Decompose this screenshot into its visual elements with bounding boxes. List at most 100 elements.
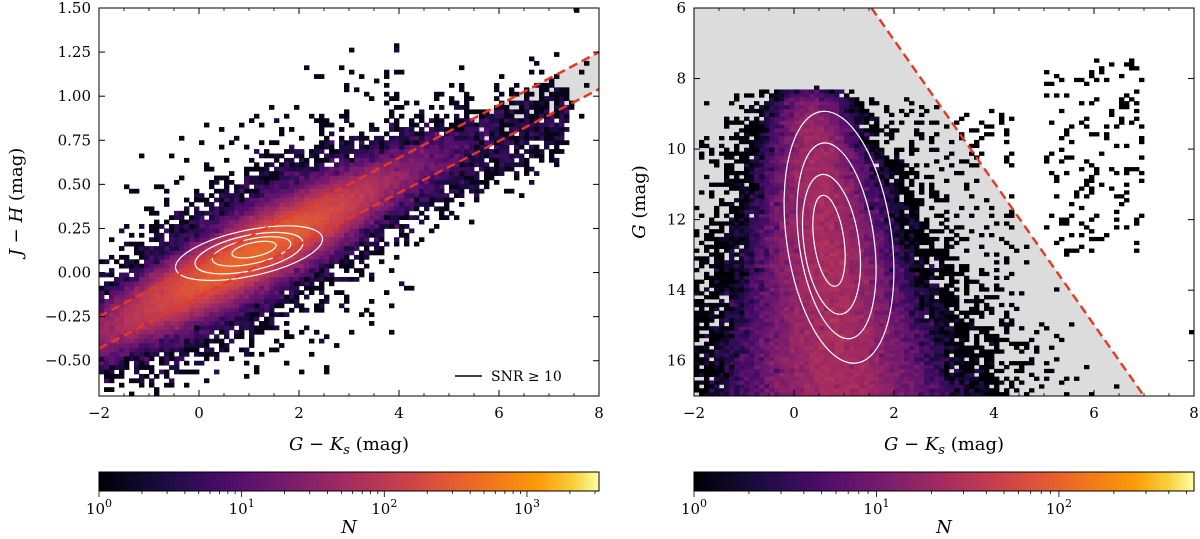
density-cell [779, 240, 785, 246]
density-cell [289, 197, 295, 203]
density-cell [154, 373, 160, 379]
y-tick-label: 1.50 [58, 0, 91, 17]
density-cell [759, 236, 765, 242]
density-cell [774, 252, 780, 257]
density-cell [814, 364, 820, 370]
density-cell [829, 93, 835, 98]
density-cell [354, 171, 360, 176]
density-cell [759, 256, 765, 261]
density-cell [804, 337, 810, 343]
density-cell [769, 260, 775, 265]
density-cell [824, 112, 830, 118]
density-cell [824, 190, 830, 195]
density-cell [369, 276, 375, 282]
density-cell [749, 236, 755, 242]
density-cell [964, 380, 970, 385]
density-cell [259, 175, 265, 181]
density-cell [269, 246, 275, 251]
density-cell [924, 368, 930, 374]
density-cell [494, 162, 500, 168]
density-cell [934, 314, 940, 319]
density-cell [189, 307, 195, 313]
density-cell [249, 338, 255, 344]
density-cell [169, 378, 175, 384]
density-cell [189, 272, 195, 278]
density-cell [294, 254, 300, 260]
density-cell [104, 365, 110, 370]
density-cell [819, 330, 825, 335]
density-cell [954, 225, 960, 230]
density-cell [294, 228, 300, 234]
density-cell [119, 254, 125, 260]
density-cell [234, 206, 240, 212]
density-cell [409, 162, 415, 168]
density-cell [849, 174, 855, 180]
density-cell [329, 149, 335, 154]
density-cell [799, 330, 805, 335]
density-cell [269, 312, 275, 318]
density-cell [499, 113, 505, 119]
density-cell [839, 267, 845, 273]
density-cell [754, 256, 760, 261]
density-cell [829, 353, 835, 358]
density-cell [864, 252, 870, 257]
density-cell [709, 388, 715, 393]
density-cell [174, 312, 180, 318]
density-cell [809, 267, 815, 273]
density-cell [859, 283, 865, 288]
density-cell [259, 276, 265, 282]
density-cell [374, 144, 380, 150]
density-cell [199, 360, 205, 366]
density-cell [434, 175, 440, 181]
density-cell [179, 294, 185, 300]
density-cell [734, 299, 740, 304]
density-cell [859, 291, 865, 296]
density-cell [124, 347, 130, 353]
density-cell [494, 109, 500, 115]
density-cell [114, 281, 120, 287]
density-cell [709, 264, 715, 269]
density-cell [164, 343, 170, 348]
density-cell [779, 136, 785, 141]
density-cell [294, 210, 300, 216]
density-cell [99, 272, 105, 278]
density-cell [119, 360, 125, 366]
density-cell [104, 281, 110, 287]
density-cell [849, 128, 855, 133]
density-cell [164, 299, 170, 304]
density-cell [309, 197, 315, 203]
density-cell [359, 259, 365, 265]
density-cell [824, 120, 830, 125]
density-cell [779, 295, 785, 300]
density-cell [389, 175, 395, 181]
density-cell [189, 343, 195, 348]
density-cell [404, 188, 410, 194]
density-cell [164, 202, 170, 207]
density-cell [759, 120, 765, 125]
density-cell [304, 193, 310, 198]
density-cell [794, 252, 800, 257]
density-cell [739, 337, 745, 343]
density-cell [889, 357, 895, 362]
density-cell [739, 380, 745, 385]
density-cell [184, 259, 190, 265]
density-cell [859, 388, 865, 393]
density-cell [264, 272, 270, 278]
density-cell [759, 229, 765, 234]
density-cell [824, 380, 830, 385]
density-cell [739, 217, 745, 222]
density-cell [99, 351, 105, 357]
density-cell [204, 272, 210, 278]
density-cell [779, 147, 785, 152]
density-cell [184, 329, 190, 335]
density-cell [324, 294, 330, 300]
density-cell [189, 202, 195, 207]
density-cell [174, 365, 180, 370]
density-cell [419, 149, 425, 154]
density-cell [394, 96, 400, 101]
density-cell [839, 194, 845, 199]
density-cell [354, 166, 360, 172]
density-cell [919, 136, 925, 141]
density-cell [939, 167, 945, 172]
density-cell [369, 299, 375, 304]
